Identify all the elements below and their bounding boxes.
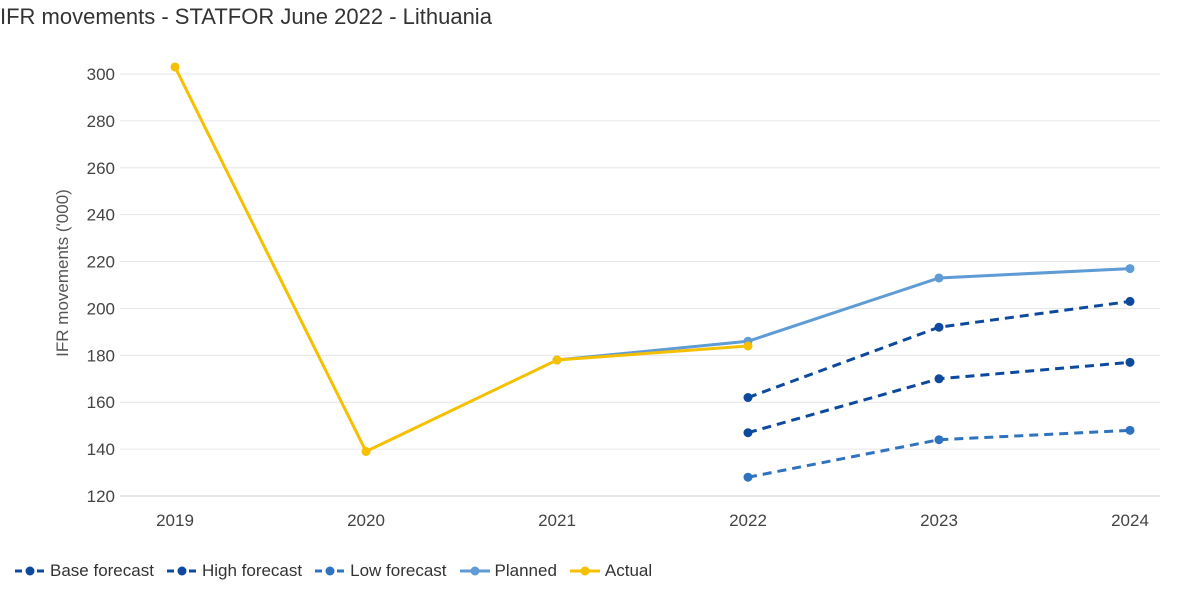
data-point xyxy=(934,273,944,283)
y-tick-label: 300 xyxy=(87,65,115,84)
data-point xyxy=(934,322,944,332)
legend-item: Base forecast xyxy=(14,561,154,581)
y-tick-label: 200 xyxy=(87,299,115,318)
series-high-forecast xyxy=(743,296,1135,403)
data-point xyxy=(743,393,753,403)
y-tick-label: 220 xyxy=(87,253,115,272)
series-line xyxy=(173,66,749,453)
y-tick-label: 240 xyxy=(87,206,115,225)
legend-item: Planned xyxy=(459,561,557,581)
legend-swatch xyxy=(15,566,45,576)
data-point xyxy=(1125,357,1135,367)
legend-swatch xyxy=(166,566,197,576)
y-tick-label: 280 xyxy=(87,112,115,131)
data-point xyxy=(1125,296,1135,306)
legend-label: Low forecast xyxy=(350,561,447,580)
data-point xyxy=(361,446,371,456)
legend-item: Low forecast xyxy=(314,561,447,581)
axes: 120 140 160 180 200 220 240 260 280 300 2019 2020 20… xyxy=(87,65,1149,530)
chart-title: IFR movements - STATFOR June 2022 - Lith… xyxy=(0,4,492,29)
x-tick-label: 2023 xyxy=(920,511,958,530)
x-tick-label: 2021 xyxy=(538,511,576,530)
data-point xyxy=(743,341,753,351)
legend-label: Actual xyxy=(604,561,653,580)
legend-label: Base forecast xyxy=(50,561,154,580)
series-actual xyxy=(170,62,753,456)
data-point xyxy=(934,435,944,445)
y-axis-title: IFR movements ('000) xyxy=(53,189,72,357)
data-point xyxy=(1125,264,1135,274)
series-lines xyxy=(170,62,1135,482)
y-tick-label: 140 xyxy=(87,440,115,459)
series-planned xyxy=(552,264,1135,365)
data-point xyxy=(743,428,753,438)
x-tick-label: 2022 xyxy=(729,511,767,530)
legend-swatch xyxy=(315,566,346,576)
series-line xyxy=(556,267,1131,362)
y-tick-label: 160 xyxy=(87,393,115,412)
grid-lines xyxy=(120,73,1160,497)
data-point xyxy=(552,355,562,365)
data-point xyxy=(934,374,944,384)
series-low-forecast xyxy=(743,425,1135,482)
y-tick-label: 120 xyxy=(87,487,115,506)
series-line xyxy=(747,360,1131,435)
legend-swatch xyxy=(569,566,600,576)
legend-swatch xyxy=(459,566,490,576)
legend: Base forecast High forecast Low forecast Pl… xyxy=(14,561,664,581)
data-point xyxy=(1125,425,1135,435)
legend-label: Planned xyxy=(494,561,557,580)
y-tick-label: 260 xyxy=(87,159,115,178)
series-line xyxy=(747,428,1131,479)
x-tick-label: 2019 xyxy=(156,511,194,530)
legend-item: Actual xyxy=(569,561,652,581)
x-tick-label: 2024 xyxy=(1111,511,1149,530)
data-point xyxy=(743,472,753,482)
x-tick-label: 2020 xyxy=(347,511,385,530)
legend-label: High forecast xyxy=(201,561,303,580)
y-tick-label: 180 xyxy=(87,346,115,365)
series-base-forecast xyxy=(743,357,1135,438)
legend-item: High forecast xyxy=(166,561,302,581)
data-point xyxy=(170,62,180,72)
